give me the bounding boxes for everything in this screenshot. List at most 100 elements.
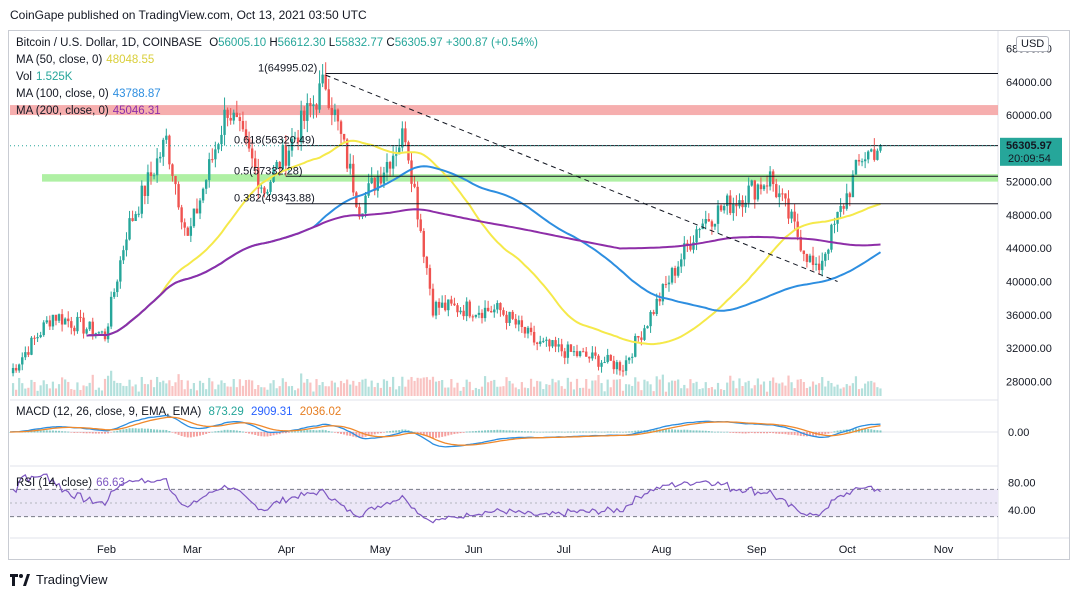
macd-histogram-bar (579, 431, 582, 433)
legend-vol-row[interactable]: Vol 1.525K (16, 70, 72, 84)
macd-histogram-bar (471, 431, 474, 433)
volume-bar (769, 380, 772, 396)
volume-bar (226, 386, 229, 396)
legend-macd-hist: 873.29 (208, 406, 244, 418)
macd-histogram-bar (618, 431, 621, 433)
candle-body (569, 344, 573, 352)
volume-bar (149, 379, 153, 396)
volume-bar (689, 379, 692, 396)
volume-bar (588, 388, 591, 396)
macd-histogram-bar (453, 432, 456, 435)
candle-body (367, 183, 370, 196)
candle-body (391, 155, 395, 169)
candle-body (683, 243, 686, 260)
candle-body (290, 138, 294, 151)
last-price-value: 56305.97 (1006, 140, 1052, 152)
volume-bar (385, 380, 389, 396)
macd-histogram-bar (726, 431, 729, 433)
legend-ma100-row[interactable]: MA (100, close, 0) 43788.87 (16, 87, 161, 101)
candle-body (382, 172, 386, 184)
candle-body (275, 161, 278, 169)
candle-body (594, 352, 597, 356)
candle-body (676, 266, 680, 276)
macd-histogram-bar (778, 432, 781, 434)
volume-bar (493, 379, 496, 396)
macd-histogram-bar (186, 432, 189, 438)
volume-bar (624, 384, 628, 396)
candle-body (91, 321, 94, 336)
volume-bar (180, 379, 183, 396)
macd-histogram-bar (545, 431, 548, 433)
macd-histogram-bar (382, 432, 385, 433)
legend-macd-row[interactable]: MACD (12, 26, close, 9, EMA, EMA) 873.29… (16, 405, 341, 419)
volume-bar (82, 385, 85, 396)
macd-histogram-bar (195, 432, 198, 437)
footer-brand[interactable]: TradingView (10, 572, 108, 587)
macd-histogram-bar (674, 429, 677, 433)
volume-bar (879, 388, 882, 396)
fib-level-label-1: 0.618(56320.49) (234, 135, 315, 147)
volume-bar (747, 380, 750, 396)
candle-body (401, 128, 404, 148)
legend-symbol: Bitcoin / U.S. Dollar, 1D, COINBASE (16, 37, 202, 49)
candle-body (618, 362, 622, 371)
volume-bar (487, 382, 490, 396)
candle-body (523, 327, 527, 334)
candle-body (747, 185, 750, 203)
candle-body (508, 311, 511, 323)
candle-body (624, 360, 628, 371)
candle-body (192, 208, 196, 227)
macd-histogram-bar (790, 432, 793, 435)
chart-frame[interactable] (8, 30, 1070, 560)
legend-ma200-row[interactable]: MA (200, close, 0) 45046.31 (16, 104, 161, 118)
volume-bar (597, 374, 600, 396)
legend-l-value: 55832.77 (335, 37, 384, 49)
volume-bar (447, 387, 450, 396)
volume-bar (750, 388, 753, 396)
volume-bar (425, 377, 428, 396)
candle-body (410, 160, 413, 184)
macd-histogram-bar (272, 432, 275, 436)
candle-body (287, 150, 291, 166)
macd-histogram-bar (563, 431, 566, 433)
currency-badge[interactable]: USD (1016, 36, 1050, 52)
candle-body (370, 177, 373, 184)
volume-bar (229, 386, 232, 396)
descending-trendline (325, 74, 838, 282)
legend-rsi-row[interactable]: RSI (14, close) 66.63 (16, 476, 125, 490)
candle-body (364, 195, 367, 214)
volume-bar (281, 378, 284, 396)
volume-bar (836, 384, 839, 396)
legend-ma50-row[interactable]: MA (50, close, 0) 48048.55 (16, 53, 154, 67)
volume-bar (186, 380, 189, 396)
macd-histogram-bar (379, 432, 382, 434)
volume-bar (110, 370, 113, 396)
macd-histogram-bar (744, 432, 747, 434)
candle-body (839, 206, 842, 212)
volume-bar (355, 385, 358, 396)
price-axis-label-8: 60000.00 (1006, 110, 1052, 122)
candle-body (575, 351, 579, 357)
candle-body (140, 185, 143, 214)
volume-bar (775, 382, 778, 396)
macd-histogram-bar (683, 429, 686, 433)
volume-bar (698, 389, 701, 396)
candle-body (732, 203, 735, 214)
candle-body (434, 301, 438, 316)
macd-signal-line (10, 416, 881, 446)
candle-body (514, 318, 517, 325)
macd-histogram-bar (241, 431, 244, 433)
macd-histogram-bar (689, 430, 692, 433)
volume-bar (392, 376, 395, 396)
candle-body (704, 219, 707, 224)
volume-bar (824, 386, 827, 396)
candle-body (39, 335, 42, 338)
volume-bar (594, 380, 597, 396)
candle-body (388, 161, 392, 169)
candle-body (821, 260, 824, 271)
volume-bar (241, 385, 245, 396)
macd-histogram-bar (361, 432, 364, 438)
candle-body (643, 328, 646, 340)
macd-histogram-bar (671, 429, 674, 433)
